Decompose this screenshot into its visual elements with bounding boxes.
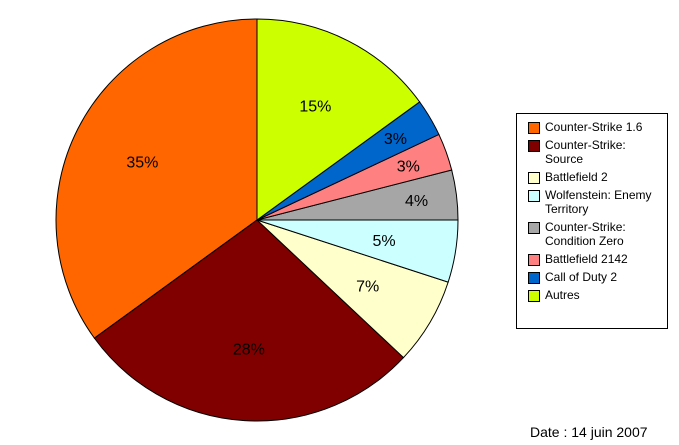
slice-percent-label: 35%	[126, 155, 158, 172]
legend-item: Call of Duty 2	[528, 270, 667, 284]
legend-label: Counter-Strike 1.6	[545, 120, 643, 134]
pie-slice-8	[256, 18, 421, 221]
date-label: Date : 14 juin 2007	[530, 424, 648, 440]
slice-percent-label: 4%	[405, 193, 428, 210]
legend-label: Counter-Strike: Source	[545, 138, 626, 166]
legend: Counter-Strike 1.6 Counter-Strike: Source…	[516, 113, 668, 329]
legend-label: Battlefield 2142	[545, 252, 628, 266]
slice-percent-label: 28%	[233, 341, 265, 358]
legend-swatch	[528, 122, 540, 134]
legend-swatch	[528, 290, 540, 302]
legend-swatch	[528, 190, 540, 202]
pie-slice-1	[55, 18, 258, 339]
legend-item: Battlefield 2142	[528, 252, 667, 266]
legend-swatch	[528, 222, 540, 234]
legend-item: Autres	[528, 288, 667, 302]
slice-percent-label: 3%	[397, 159, 420, 176]
legend-item: Counter-Strike: Source	[528, 138, 667, 166]
slice-percent-label: 5%	[373, 233, 396, 250]
legend-swatch	[528, 172, 540, 184]
legend-item: Counter-Strike 1.6	[528, 120, 667, 134]
legend-label: Counter-Strike: Condition Zero	[545, 220, 626, 248]
slice-percent-label: 7%	[356, 279, 379, 296]
legend-item: Wolfenstein: Enemy Territory	[528, 188, 667, 216]
legend-swatch	[528, 140, 540, 152]
legend-label: Battlefield 2	[545, 170, 608, 184]
legend-label: Autres	[545, 288, 580, 302]
legend-label: Call of Duty 2	[545, 270, 618, 284]
slice-percent-label: 3%	[384, 131, 407, 148]
pie-slice-2	[93, 219, 405, 422]
legend-swatch	[528, 254, 540, 266]
legend-label: Wolfenstein: Enemy Territory	[545, 188, 652, 216]
legend-item: Counter-Strike: Condition Zero	[528, 220, 667, 248]
legend-swatch	[528, 272, 540, 284]
slice-percent-label: 15%	[299, 98, 331, 115]
legend-item: Battlefield 2	[528, 170, 667, 184]
